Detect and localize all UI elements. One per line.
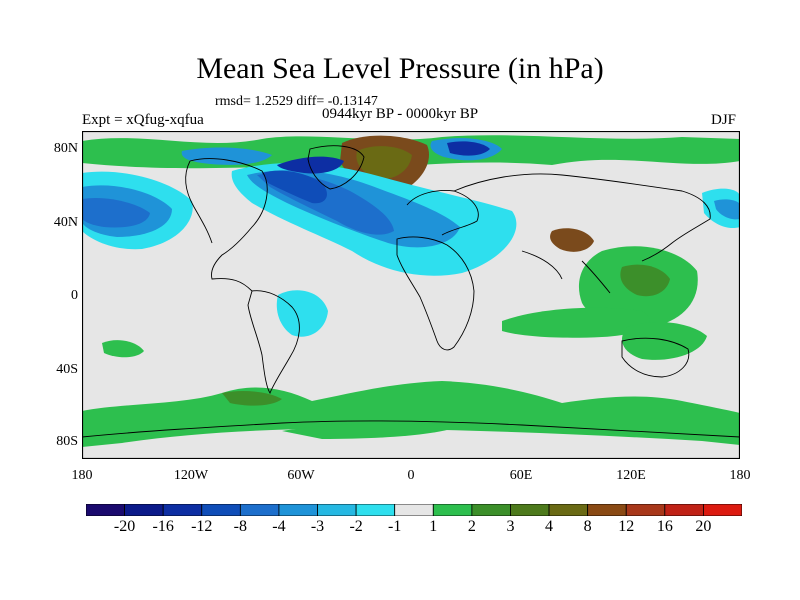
lat-label-80n: 80N [53,141,78,156]
lon-label-180e: 180 [729,468,751,483]
colorbar-swatch [394,504,434,516]
lon-label-60w: 60W [287,468,315,483]
colorbar-swatch [162,504,203,516]
colorbar-label: 4 [545,518,554,535]
colorbar-label: -2 [349,518,363,535]
period-label: 0944kyr BP - 0000kyr BP [322,106,479,122]
coastlines [82,145,740,438]
colorbar-label: 16 [656,518,673,535]
colorbar-label: 8 [583,518,592,535]
colorbar-label: -4 [272,518,286,535]
lon-label-180w: 180 [71,468,93,483]
plot-title: Mean Sea Level Pressure (in hPa) [196,52,604,85]
colorbar-label: -8 [233,518,247,535]
colorbar-label: -20 [113,518,136,535]
colorbar-swatch [278,504,318,516]
colorbar-swatch [124,504,164,516]
colorbar-label: 2 [467,518,476,535]
colorbar-label: 3 [506,518,515,535]
lon-label-0: 0 [407,468,415,483]
colorbar-swatch [625,504,666,516]
colorbar-swatch [317,504,357,516]
colorbar-swatch [355,504,396,516]
season-label: DJF [711,112,737,128]
lon-label-60e: 60E [509,468,533,483]
colorbar-label: -12 [191,518,213,535]
colorbar-swatch [86,504,125,516]
experiment-label: Expt = xQfug-xqfua [82,112,204,128]
colorbar-label: -3 [310,518,325,535]
map-frame [82,131,740,459]
colorbar-swatch [587,504,627,516]
lat-label-80s: 80S [56,434,78,449]
lat-label-0: 0 [71,288,78,303]
colorbar-swatch [201,504,241,516]
pressure-anomaly-map [82,131,740,459]
colorbar-swatch [548,504,589,516]
colorbar-swatch [510,504,550,516]
lat-label-40s: 40S [56,362,78,377]
colorbar-swatch [471,504,511,516]
lon-label-120e: 120E [616,468,646,483]
rmsd-diff-stats: rmsd= 1.2529 diff= -0.13147 [215,94,378,109]
colorbar [86,504,742,516]
colorbar-swatch [664,504,704,516]
colorbar-label: 1 [429,518,438,535]
anomaly-fields [82,135,740,459]
colorbar-label: 20 [695,518,712,535]
colorbar-label: -16 [152,518,174,535]
colorbar-swatch [703,504,742,516]
colorbar-label: 12 [618,518,635,535]
colorbar-label: -1 [388,518,402,535]
colorbar-swatch [432,504,473,516]
colorbar-swatch [239,504,280,516]
lon-label-120w: 120W [173,468,209,483]
lat-label-40n: 40N [53,215,78,230]
